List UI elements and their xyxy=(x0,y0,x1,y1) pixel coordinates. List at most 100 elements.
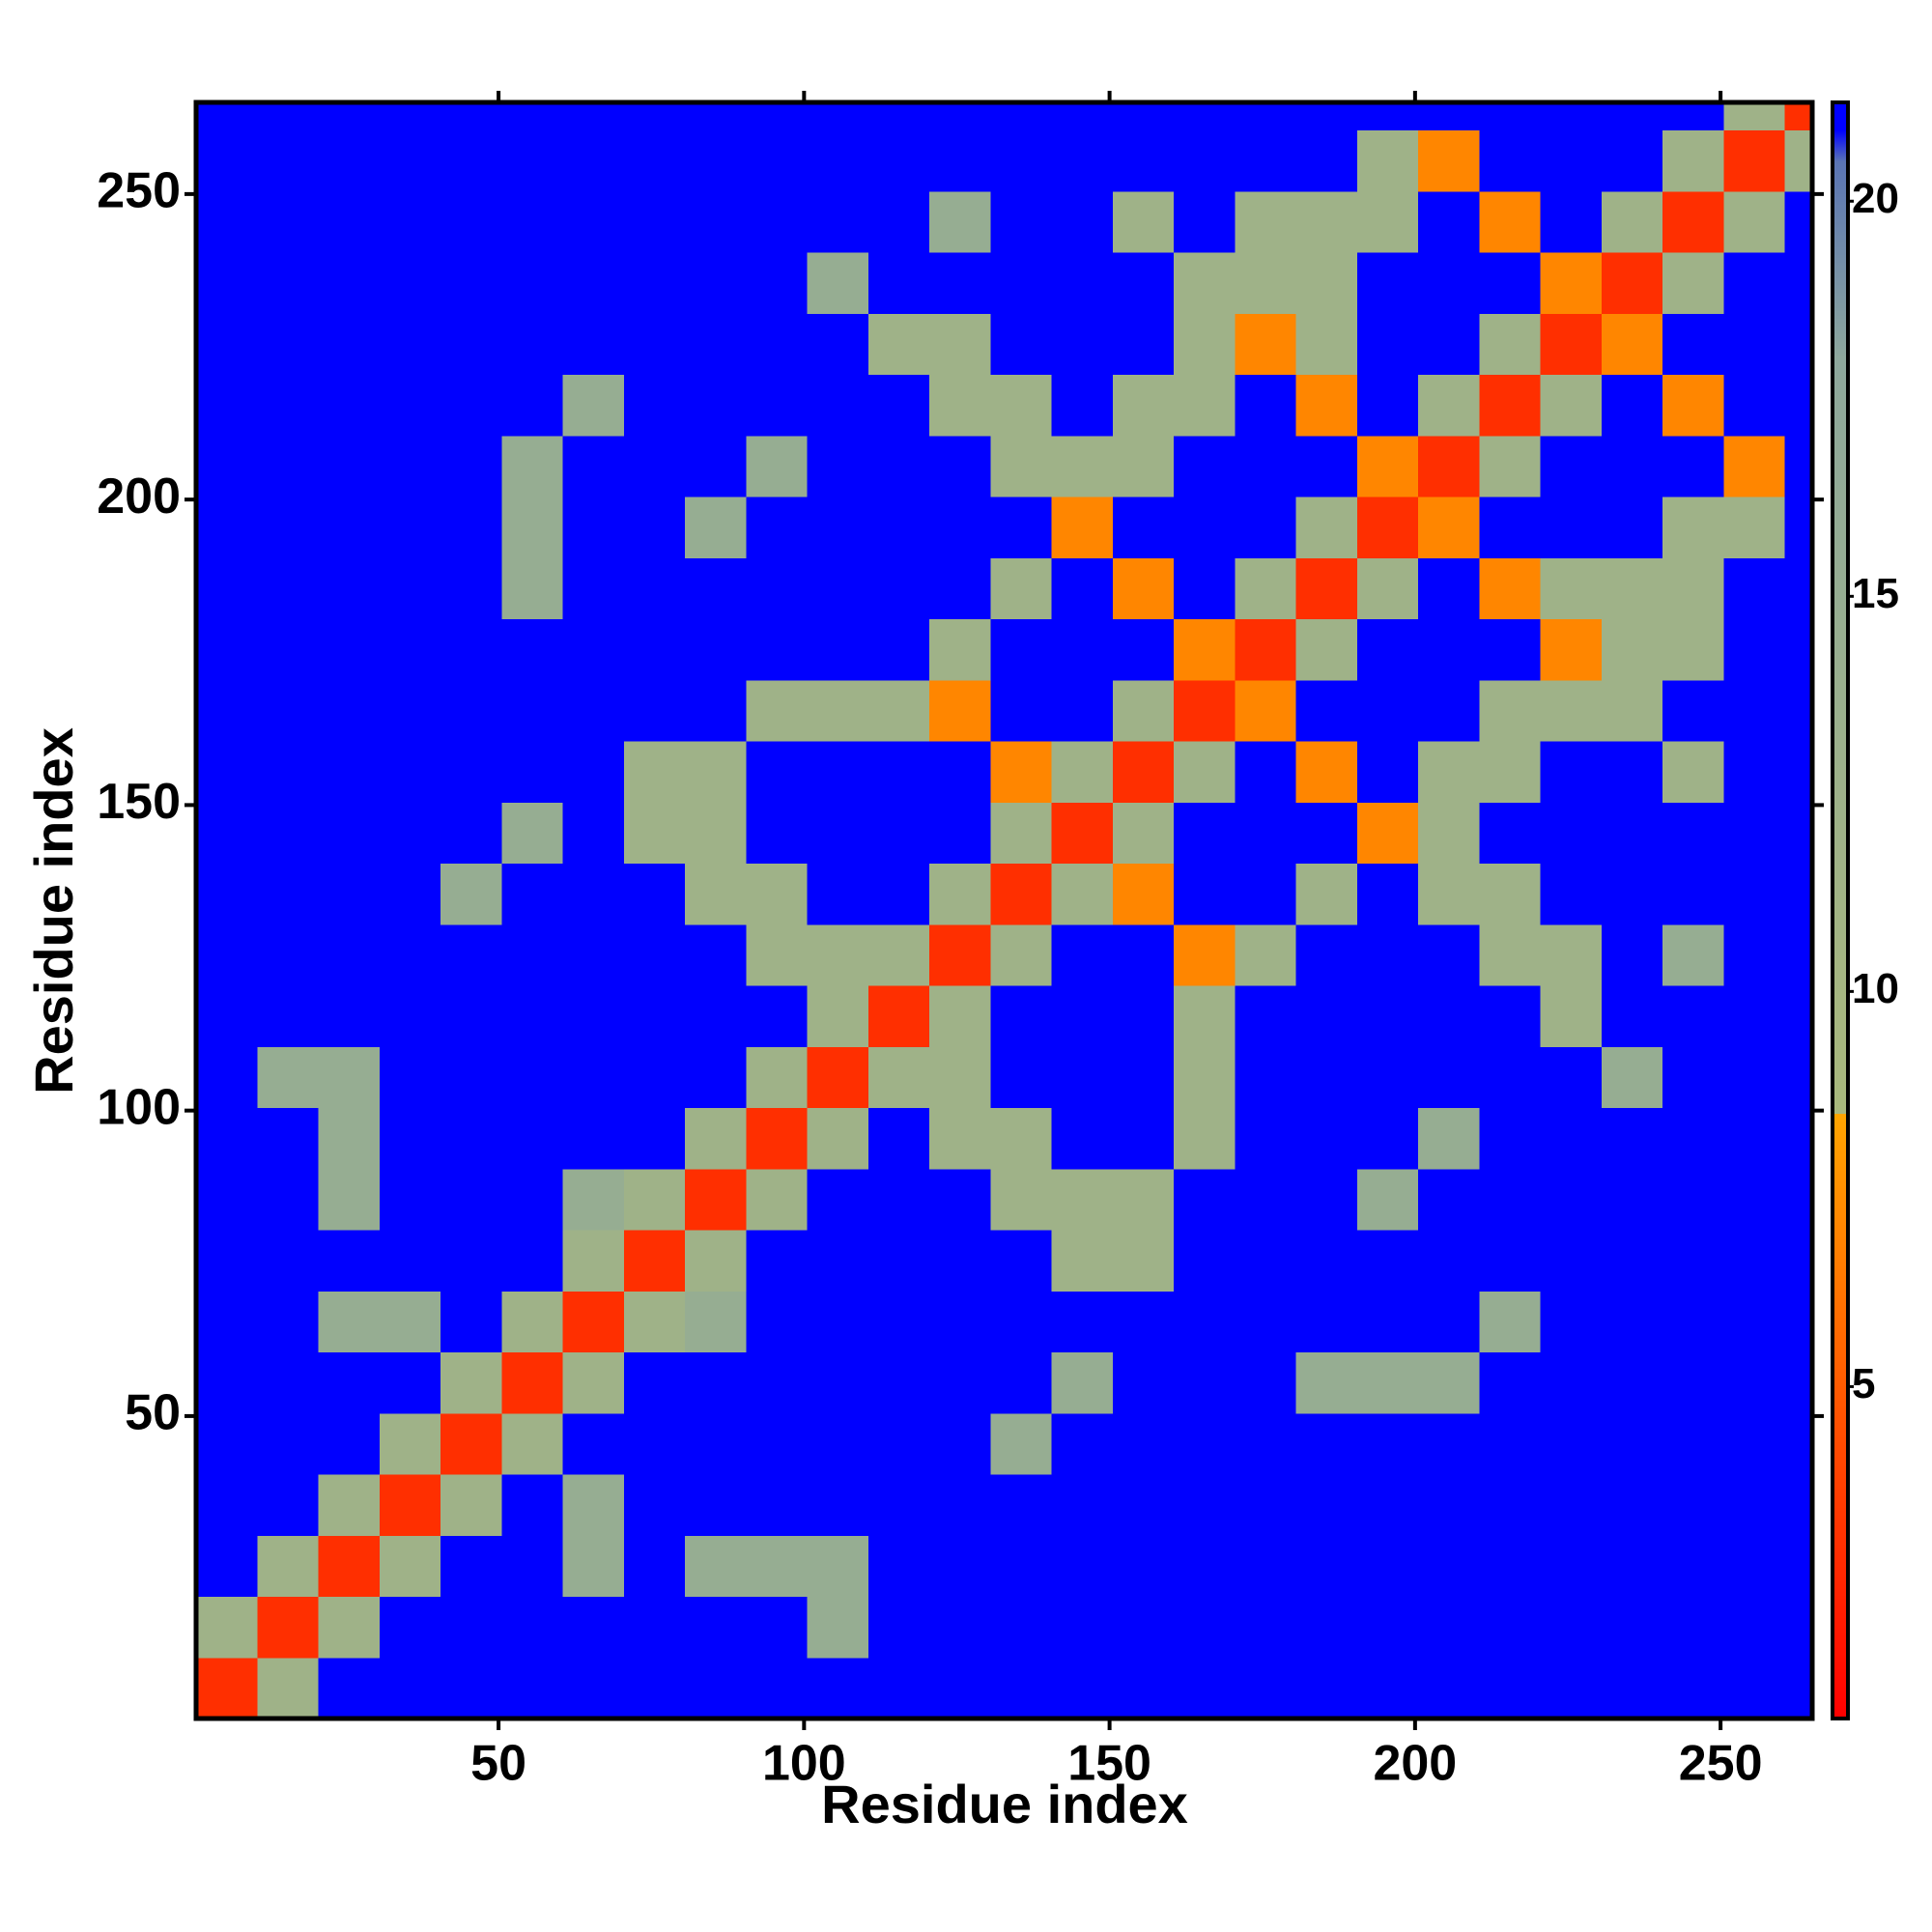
heatmap-cell xyxy=(1295,374,1358,437)
heatmap-cell xyxy=(1174,251,1236,314)
heatmap-cell xyxy=(196,190,258,253)
heatmap-cell xyxy=(440,102,502,131)
x-tick-label: 150 xyxy=(1067,1736,1151,1792)
heatmap-cell xyxy=(1174,129,1236,192)
heatmap-cell xyxy=(379,923,441,986)
heatmap-cell xyxy=(1051,557,1114,620)
heatmap-cell xyxy=(1418,740,1480,803)
heatmap-cell xyxy=(501,251,564,314)
heatmap-cell xyxy=(1235,984,1297,1047)
heatmap-cell xyxy=(623,863,686,925)
heatmap-cell xyxy=(440,129,502,192)
heatmap-cell xyxy=(440,1473,502,1536)
heatmap-cell xyxy=(196,923,258,986)
heatmap-cell xyxy=(1174,313,1236,376)
heatmap-cell xyxy=(990,1535,1053,1598)
heatmap-cell xyxy=(1112,802,1175,865)
heatmap-cell xyxy=(1051,1412,1114,1475)
heatmap-cell xyxy=(1418,1046,1480,1109)
heatmap-cell xyxy=(867,435,930,497)
heatmap-cell xyxy=(623,679,686,742)
x-tick-label: 100 xyxy=(762,1736,846,1792)
heatmap-cell xyxy=(867,1107,930,1170)
heatmap-cell xyxy=(807,435,869,497)
heatmap-cell xyxy=(1356,313,1419,376)
heatmap-cell xyxy=(867,984,930,1047)
heatmap-cell xyxy=(1356,1168,1419,1231)
heatmap-cell xyxy=(1174,496,1236,558)
heatmap-cell xyxy=(562,313,625,376)
heatmap-cell xyxy=(379,557,441,620)
heatmap-cell xyxy=(1174,1657,1236,1719)
heatmap-cell xyxy=(1112,1107,1175,1170)
heatmap-cell xyxy=(807,923,869,986)
heatmap-cell xyxy=(929,1412,991,1475)
heatmap-cell xyxy=(1723,984,1786,1047)
heatmap-cell xyxy=(1356,740,1419,803)
heatmap-cell xyxy=(379,1657,441,1719)
heatmap-cell xyxy=(1235,1107,1297,1170)
heatmap-cell xyxy=(1479,1046,1542,1109)
heatmap-cell xyxy=(685,618,747,681)
heatmap-cell xyxy=(1174,1168,1236,1231)
heatmap-cell xyxy=(746,1046,809,1109)
heatmap-cell xyxy=(501,129,564,192)
heatmap-cell xyxy=(1662,740,1724,803)
heatmap-cell xyxy=(1295,1596,1358,1659)
heatmap-cell xyxy=(1540,435,1603,497)
heatmap-cell xyxy=(562,1657,625,1719)
heatmap-cell xyxy=(257,374,320,437)
y-tick-label: 200 xyxy=(97,469,181,525)
heatmap-cell xyxy=(1295,923,1358,986)
heatmap-cell xyxy=(990,1596,1053,1659)
heatmap-cell xyxy=(1356,102,1419,131)
heatmap-cell xyxy=(1723,313,1786,376)
heatmap-cell xyxy=(1356,1535,1419,1598)
heatmap-cell xyxy=(379,1351,441,1414)
heatmap-cell xyxy=(1356,496,1419,558)
heatmap-cell xyxy=(379,129,441,192)
heatmap-cell xyxy=(1723,1229,1786,1292)
heatmap-cell xyxy=(1356,1229,1419,1292)
heatmap-cell xyxy=(562,863,625,925)
heatmap-cell xyxy=(1356,618,1419,681)
heatmap-cell xyxy=(1479,1168,1542,1231)
heatmap-cell xyxy=(867,1535,930,1598)
heatmap-cell xyxy=(1112,1657,1175,1719)
heatmap-cell xyxy=(318,1168,381,1231)
heatmap-cell xyxy=(685,740,747,803)
heatmap-cell xyxy=(379,679,441,742)
heatmap-cell xyxy=(1356,1351,1419,1414)
heatmap-cell xyxy=(1174,1107,1236,1170)
heatmap-cell xyxy=(1174,557,1236,620)
heatmap-cell xyxy=(1479,251,1542,314)
heatmap-cell xyxy=(867,679,930,742)
heatmap-cell xyxy=(685,1535,747,1598)
heatmap-cell xyxy=(1540,129,1603,192)
heatmap-cell xyxy=(685,1596,747,1659)
heatmap-cell xyxy=(1235,1412,1297,1475)
heatmap-cell xyxy=(196,1351,258,1414)
heatmap-cell xyxy=(1235,129,1297,192)
heatmap-cell xyxy=(929,1473,991,1536)
heatmap-cell xyxy=(1479,313,1542,376)
heatmap-cell xyxy=(1174,1291,1236,1353)
heatmap-cell xyxy=(1723,618,1786,681)
heatmap-cell xyxy=(1295,740,1358,803)
heatmap-cell xyxy=(1295,190,1358,253)
heatmap-cell xyxy=(623,251,686,314)
heatmap-cell xyxy=(1662,802,1724,865)
heatmap-cell xyxy=(1418,1351,1480,1414)
heatmap-cell xyxy=(1723,1473,1786,1536)
heatmap-cell xyxy=(1601,496,1663,558)
heatmap-cell xyxy=(1418,374,1480,437)
heatmap-cell xyxy=(1418,1473,1480,1536)
heatmap-cell xyxy=(1112,679,1175,742)
heatmap-cell xyxy=(1356,1657,1419,1719)
heatmap-cell xyxy=(1723,102,1786,131)
heatmap-cell xyxy=(1112,102,1175,131)
heatmap-cell xyxy=(746,1412,809,1475)
heatmap-cell xyxy=(990,557,1053,620)
heatmap-cell xyxy=(746,618,809,681)
heatmap-cell xyxy=(990,1657,1053,1719)
